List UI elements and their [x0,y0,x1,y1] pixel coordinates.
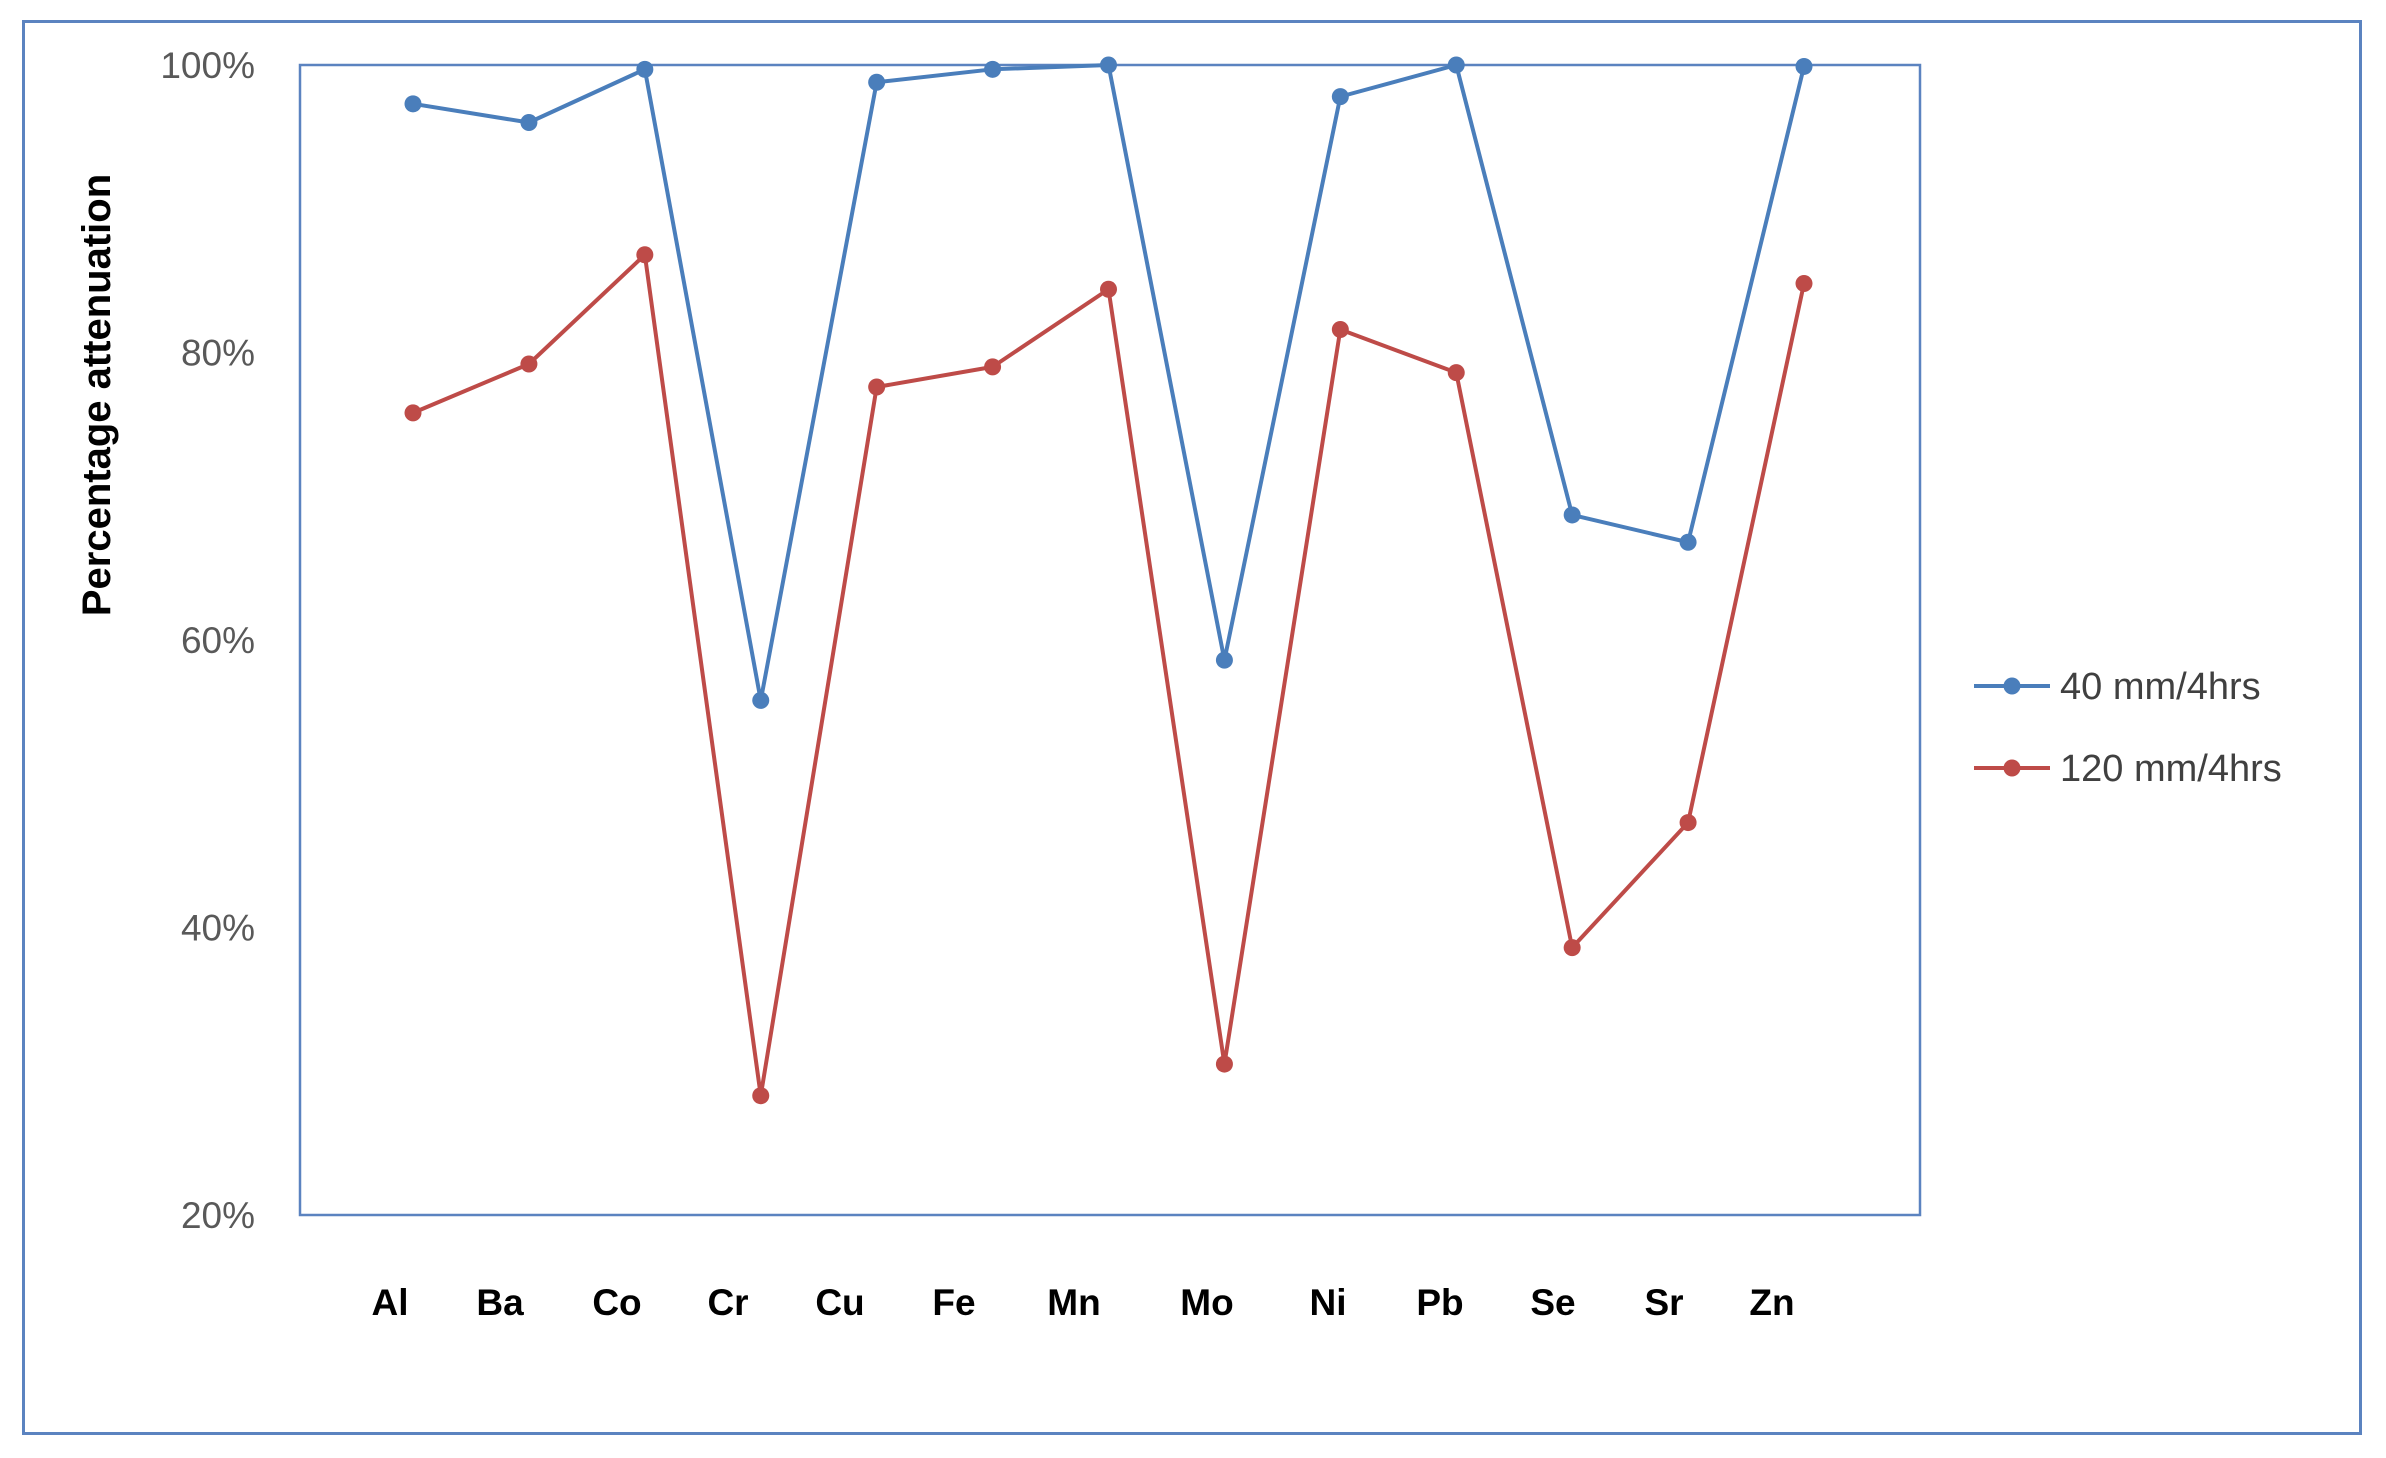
x-category-label: Cu [815,1282,864,1323]
series-2-point [1100,280,1117,298]
chart-frame [22,20,2362,1435]
plot-area [298,63,1922,1217]
series-1-point [1563,506,1581,524]
series-1-point [1447,56,1465,74]
legend-label: 120 mm/4hrs [2060,748,2282,790]
series-2-point [1215,1055,1233,1073]
series-1-point [636,60,654,78]
series-2-point [868,378,886,396]
series-1-point [1331,88,1349,106]
x-category-label: Mo [1180,1282,1233,1323]
series-1-point [520,114,538,131]
series-2-point [1447,364,1465,382]
legend-marker [2003,759,2021,777]
x-category-label: Mn [1047,1282,1100,1323]
series-2-point [752,1087,770,1105]
series-2-point [1563,939,1581,957]
series-1-point [1215,651,1233,669]
x-category-label: Al [372,1282,409,1323]
series-1-point [868,73,886,91]
x-category-label: Fe [932,1282,975,1323]
legend: 40 mm/4hrs 120 mm/4hrs [1974,666,2282,790]
y-tick-label: 60% [181,620,255,661]
series-1-point [984,60,1002,78]
series-line-1 [412,63,1806,703]
series-1-point [1100,56,1117,74]
legend-marker [2003,677,2021,695]
series-2-point [1331,321,1349,338]
series-2-point [984,358,1002,376]
y-tick-label: 20% [181,1195,255,1236]
legend-label: 40 mm/4hrs [2060,666,2261,708]
y-axis-title: Percentage attenuation [75,174,119,616]
series-1-point [404,95,422,113]
series-2-point [404,404,422,422]
series-2-point [1679,814,1697,832]
series-1-point [1679,533,1697,551]
x-category-label: Cr [707,1282,748,1323]
series-2-point [636,246,654,264]
series-1-point [1795,57,1813,75]
x-category-label: Se [1530,1282,1575,1323]
x-category-label: Ba [476,1282,524,1323]
x-category-label: Pb [1416,1282,1463,1323]
series-lines [404,56,1813,1105]
x-category-labels: Al Ba Co Cr Cu Fe Mn Mo Ni Pb Se Sr Zn [372,1282,1795,1323]
series-1-point [752,691,770,709]
x-category-label: Sr [1644,1282,1683,1323]
y-tick-labels: 20% 40% 60% 80% 100% [160,45,255,1236]
y-tick-label: 80% [181,333,255,374]
x-category-label: Zn [1749,1282,1794,1323]
y-tick-label: 40% [181,908,255,949]
series-2-point [1795,275,1813,292]
series-2-point [520,355,538,373]
x-category-label: Ni [1310,1282,1347,1323]
series-line-2 [412,252,1806,1098]
y-tick-label: 100% [160,45,255,86]
x-category-label: Co [592,1282,641,1323]
